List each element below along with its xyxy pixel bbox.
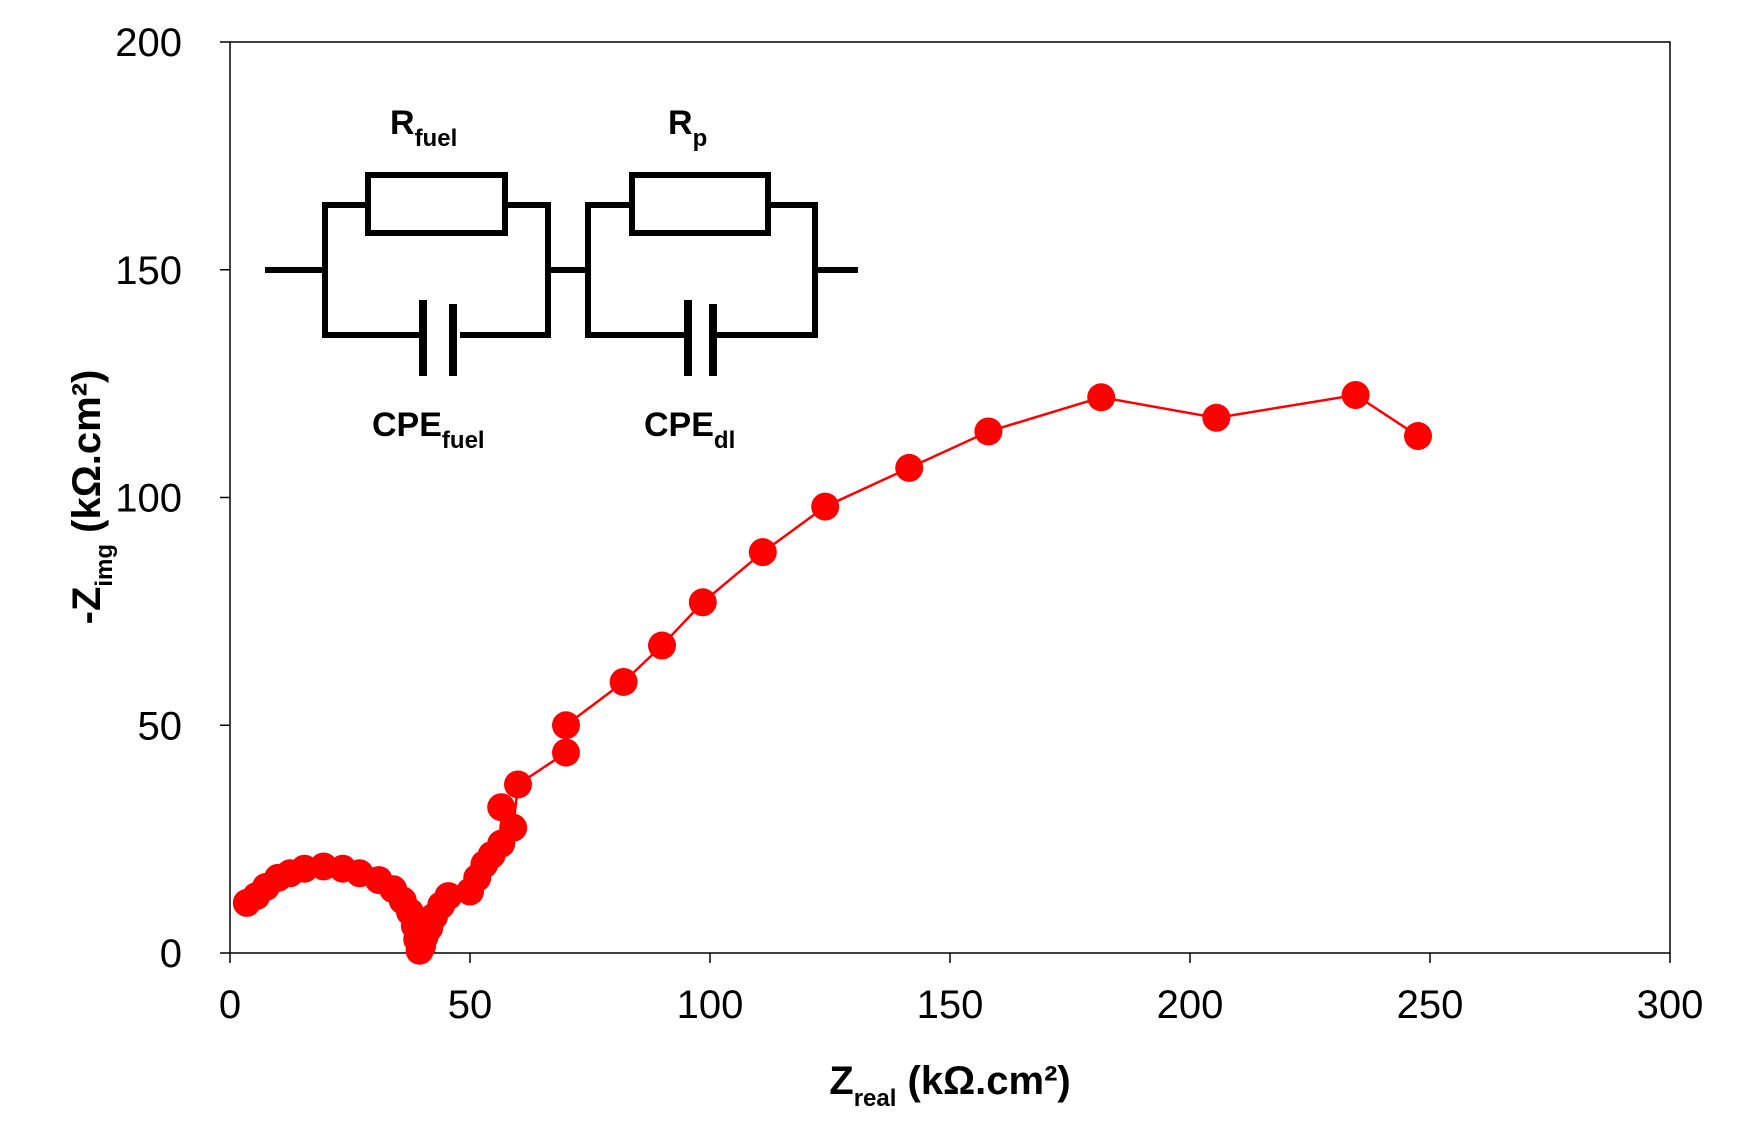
data-point xyxy=(648,631,676,660)
x-tick-label: 50 xyxy=(448,983,493,1027)
data-point xyxy=(974,417,1003,446)
data-series xyxy=(232,381,1432,965)
y-axis-title: -Zimg (kΩ.cm²) xyxy=(65,370,118,625)
data-point xyxy=(552,711,580,740)
label-r-p: Rp xyxy=(668,104,707,152)
y-tick-label: 100 xyxy=(115,477,182,521)
x-tick-label: 0 xyxy=(219,983,241,1027)
data-point xyxy=(748,538,777,567)
x-tick-label: 150 xyxy=(917,983,984,1027)
y-tick-label: 50 xyxy=(138,704,183,748)
data-point xyxy=(504,770,532,799)
x-tick-label: 200 xyxy=(1157,983,1224,1027)
data-point xyxy=(895,453,924,482)
x-tick-label: 100 xyxy=(677,983,744,1027)
data-point xyxy=(811,492,840,521)
x-tick-label: 250 xyxy=(1397,983,1464,1027)
y-tick-label: 150 xyxy=(115,249,182,293)
x-tick-label: 300 xyxy=(1637,983,1704,1027)
data-point xyxy=(1341,381,1370,410)
y-tick-label: 0 xyxy=(160,932,182,976)
data-point xyxy=(552,738,580,767)
data-point xyxy=(434,882,463,911)
x-axis: 0 50 100 150 200 250 300 xyxy=(219,953,1704,1027)
label-r-fuel: Rfuel xyxy=(390,104,457,152)
data-point xyxy=(688,588,717,617)
y-tick-label: 200 xyxy=(115,21,182,65)
data-point xyxy=(499,813,528,842)
data-point xyxy=(609,667,638,696)
resistor-r-p xyxy=(629,172,771,236)
label-cpe-dl: CPEdl xyxy=(644,406,735,454)
x-axis-title: Zreal (kΩ.cm²) xyxy=(829,1059,1070,1112)
label-cpe-fuel: CPEfuel xyxy=(372,406,485,454)
data-point xyxy=(1087,383,1116,412)
data-point xyxy=(487,793,516,822)
y-axis: 0 50 100 150 200 xyxy=(115,21,230,976)
data-point xyxy=(1202,403,1231,432)
data-point xyxy=(1404,422,1432,451)
resistor-r-fuel xyxy=(365,172,508,236)
equivalent-circuit-inset: Rfuel Rp CPEfuel CPEdl xyxy=(265,104,858,454)
series-line xyxy=(246,393,1419,955)
